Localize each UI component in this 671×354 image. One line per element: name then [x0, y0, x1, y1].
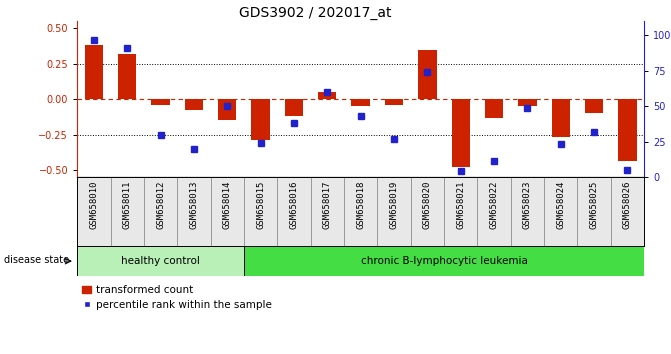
Bar — [511, 177, 544, 246]
Text: disease state: disease state — [4, 255, 69, 264]
Bar — [452, 99, 470, 167]
Bar — [518, 99, 537, 106]
Bar — [244, 177, 277, 246]
Bar — [578, 177, 611, 246]
Bar — [552, 99, 570, 137]
Text: GSM658015: GSM658015 — [256, 181, 265, 229]
Bar — [244, 246, 644, 276]
Bar — [285, 99, 303, 116]
Bar — [377, 177, 411, 246]
Bar — [77, 177, 111, 246]
Bar — [152, 99, 170, 105]
Bar — [111, 177, 144, 246]
Text: GSM658011: GSM658011 — [123, 181, 132, 229]
Text: GSM658016: GSM658016 — [289, 181, 299, 229]
Text: GSM658013: GSM658013 — [189, 181, 199, 229]
Text: GSM658023: GSM658023 — [523, 181, 532, 229]
Bar — [585, 99, 603, 113]
Bar — [611, 177, 644, 246]
Bar — [485, 99, 503, 118]
Bar — [311, 177, 344, 246]
Bar — [277, 177, 311, 246]
Bar — [144, 177, 177, 246]
Text: healthy control: healthy control — [121, 256, 200, 266]
Bar — [185, 99, 203, 110]
Text: GSM658021: GSM658021 — [456, 181, 465, 229]
Bar — [418, 50, 437, 99]
Bar — [477, 177, 511, 246]
Bar — [77, 246, 244, 276]
Bar — [618, 99, 637, 161]
Bar — [218, 99, 236, 120]
Text: GSM658017: GSM658017 — [323, 181, 332, 229]
Bar — [385, 99, 403, 105]
Text: chronic B-lymphocytic leukemia: chronic B-lymphocytic leukemia — [360, 256, 527, 266]
Text: GSM658024: GSM658024 — [556, 181, 565, 229]
Bar — [318, 92, 336, 99]
Bar — [211, 177, 244, 246]
Bar — [444, 177, 477, 246]
Title: GDS3902 / 202017_at: GDS3902 / 202017_at — [239, 6, 392, 20]
Text: GSM658010: GSM658010 — [89, 181, 99, 229]
Text: GSM658018: GSM658018 — [356, 181, 365, 229]
Text: GSM658012: GSM658012 — [156, 181, 165, 229]
Text: GSM658025: GSM658025 — [590, 181, 599, 229]
Text: GSM658019: GSM658019 — [389, 181, 399, 229]
Bar — [352, 99, 370, 106]
Text: GSM658014: GSM658014 — [223, 181, 231, 229]
Bar — [344, 177, 377, 246]
Bar — [544, 177, 578, 246]
Text: GSM658022: GSM658022 — [490, 181, 499, 229]
Bar — [252, 99, 270, 140]
Legend: transformed count, percentile rank within the sample: transformed count, percentile rank withi… — [83, 285, 272, 310]
Bar — [85, 45, 103, 99]
Text: GSM658020: GSM658020 — [423, 181, 432, 229]
Bar — [411, 177, 444, 246]
Bar — [177, 177, 211, 246]
Text: GSM658026: GSM658026 — [623, 181, 632, 229]
Bar — [118, 54, 136, 99]
